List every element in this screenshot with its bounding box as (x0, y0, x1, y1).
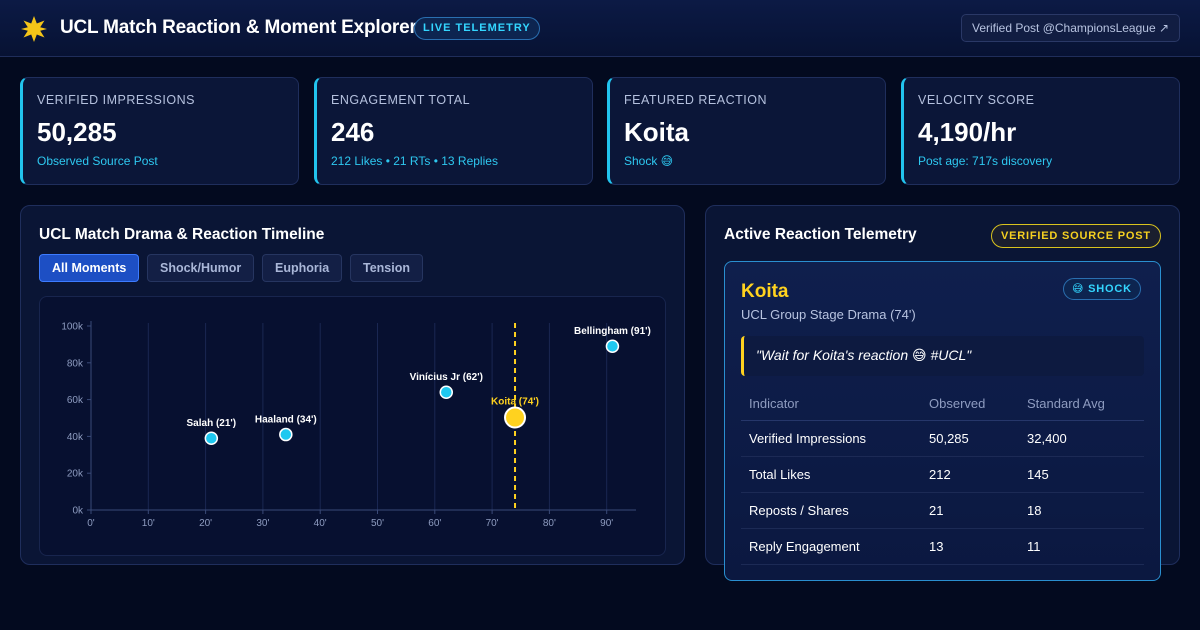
table-row: Reply Engagement 13 11 (741, 528, 1144, 565)
live-telemetry-badge: LIVE TELEMETRY (414, 17, 540, 40)
filter-euphoria[interactable]: Euphoria (262, 254, 343, 282)
x-tick-label: 30' (256, 518, 269, 529)
y-tick-label: 40k (67, 432, 84, 443)
data-point (605, 339, 620, 353)
x-tick-label: 60' (428, 518, 441, 529)
kpi-label: VELOCITY SCORE (918, 93, 1035, 107)
scatter-chart: 0' 10' 20' 30' 40' 50' 60' 70' 80' 90' 0k 20k 40k 60k… (61, 321, 651, 529)
y-tick-label: 0k (72, 506, 84, 517)
kpi-value: 50,285 (37, 117, 117, 147)
table-cell: Reply Engagement (741, 528, 921, 565)
kpi-card-impressions: VERIFIED IMPRESSIONS 50,285 Observed Sou… (20, 77, 299, 185)
x-tick-label: 90' (600, 518, 613, 529)
reaction-quote: "Wait for Koita's reaction 😅 #UCL" (741, 336, 1144, 376)
data-point-label: Vinícius Jr (62') (410, 372, 483, 383)
kpi-subtext: Shock 😅 (624, 154, 674, 168)
table-cell: Reposts / Shares (741, 492, 921, 529)
kpi-subtext: 212 Likes • 21 RTs • 13 Replies (331, 154, 498, 168)
timeline-panel: UCL Match Drama & Reaction Timeline All … (20, 205, 685, 565)
y-tick-label: 100k (61, 322, 84, 333)
data-point (204, 431, 219, 445)
app-title: UCL Match Reaction & Moment Explorer (60, 17, 417, 38)
column-header: Standard Avg (1019, 387, 1144, 421)
column-header: Indicator (741, 387, 921, 421)
kpi-value: 246 (331, 117, 375, 147)
table-cell: 13 (921, 528, 1019, 565)
data-point (279, 427, 293, 442)
table-cell: Verified Impressions (741, 420, 921, 457)
indicator-table: Indicator Observed Standard Avg Verified… (741, 387, 1144, 565)
y-tick-label: 20k (67, 469, 84, 480)
top-bar: UCL Match Reaction & Moment Explorer LIV… (0, 0, 1200, 57)
kpi-card-velocity: VELOCITY SCORE 4,190/hr Post age: 717s d… (901, 77, 1180, 185)
telemetry-panel: Active Reaction Telemetry VERIFIED SOURC… (705, 205, 1180, 581)
verified-source-badge: VERIFIED SOURCE POST (991, 224, 1161, 248)
kpi-label: ENGAGEMENT TOTAL (331, 93, 471, 107)
emotion-badge: 😅 SHOCK (1063, 278, 1141, 300)
data-point-label: Haaland (34') (255, 415, 317, 426)
x-tick-label: 20' (199, 518, 212, 529)
y-tick-label: 80k (67, 358, 84, 369)
filter-all-moments[interactable]: All Moments (39, 254, 140, 282)
kpi-card-featured-reaction: FEATURED REACTION Koita Shock 😅 (607, 77, 886, 185)
table-row: Verified Impressions 50,285 32,400 (741, 420, 1144, 457)
x-tick-label: 80' (543, 518, 556, 529)
kpi-label: VERIFIED IMPRESSIONS (37, 93, 195, 107)
table-cell: 212 (921, 456, 1019, 493)
data-point-label: Bellingham (91') (574, 326, 651, 337)
data-point-label: Koita (74') (491, 396, 539, 407)
kpi-subtext: Post age: 717s discovery (918, 154, 1053, 168)
kpi-subtext: Observed Source Post (37, 154, 158, 168)
verified-post-link[interactable]: Verified Post @ChampionsLeague ↗ (961, 14, 1180, 42)
table-row: Reposts / Shares 21 18 (741, 492, 1144, 529)
table-cell: 32,400 (1019, 420, 1144, 457)
table-cell: 145 (1019, 456, 1144, 493)
kpi-value: 4,190/hr (918, 117, 1017, 147)
table-cell: 21 (921, 492, 1019, 529)
table-cell: 50,285 (921, 420, 1019, 457)
x-tick-label: 10' (142, 518, 155, 529)
x-tick-label: 40' (314, 518, 327, 529)
timeline-chart: 0' 10' 20' 30' 40' 50' 60' 70' 80' 90' 0k 20k 40k 60k… (39, 296, 666, 556)
kpi-card-engagement: ENGAGEMENT TOTAL 246 212 Likes • 21 RTs … (314, 77, 593, 185)
x-tick-label: 70' (486, 518, 499, 529)
data-point-highlight (504, 406, 527, 429)
kpi-value: Koita (624, 117, 689, 147)
reaction-name: Koita (741, 281, 789, 302)
x-tick-label: 0' (87, 518, 95, 529)
table-row: Total Likes 212 145 (741, 456, 1144, 493)
table-cell: 18 (1019, 492, 1144, 529)
kpi-label: FEATURED REACTION (624, 93, 767, 107)
reaction-context: UCL Group Stage Drama (74') (741, 307, 916, 322)
data-point-label: Salah (21') (187, 418, 237, 429)
telemetry-title: Active Reaction Telemetry (724, 226, 917, 243)
reaction-card: Koita UCL Group Stage Drama (74') 😅 SHOC… (724, 261, 1161, 581)
filter-tension[interactable]: Tension (350, 254, 423, 282)
table-cell: Total Likes (741, 456, 921, 493)
star-burst-icon (21, 16, 47, 42)
table-cell: 11 (1019, 528, 1144, 565)
column-header: Observed (921, 387, 1019, 421)
data-point (439, 385, 454, 399)
y-tick-label: 60k (67, 395, 84, 406)
filter-shock-humor[interactable]: Shock/Humor (147, 254, 255, 282)
table-header-row: Indicator Observed Standard Avg (741, 387, 1144, 421)
x-tick-label: 50' (371, 518, 384, 529)
timeline-title: UCL Match Drama & Reaction Timeline (39, 226, 325, 243)
